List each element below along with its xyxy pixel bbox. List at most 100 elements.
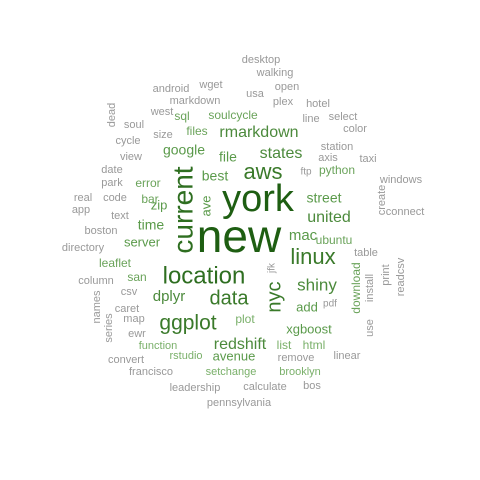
word-windows: windows: [379, 174, 423, 186]
word-shiny: shiny: [297, 275, 337, 294]
word-walking: walking: [256, 67, 294, 79]
word-data: data: [210, 287, 250, 309]
word-leadership: leadership: [170, 382, 221, 394]
word-states: states: [260, 145, 303, 162]
word-select: select: [329, 111, 358, 123]
word-soulcycle: soulcycle: [208, 108, 258, 122]
word-united: united: [307, 209, 351, 226]
word-list: list: [277, 338, 292, 352]
word-app: app: [72, 204, 90, 216]
word-remove: remove: [278, 352, 315, 364]
word-server: server: [124, 234, 161, 249]
word-park: park: [101, 177, 123, 189]
word-names: names: [91, 290, 103, 324]
word-desktop: desktop: [242, 54, 281, 66]
word-view: view: [120, 151, 142, 163]
word-android: android: [153, 83, 190, 95]
word-column: column: [78, 275, 113, 287]
word-boston: boston: [84, 225, 117, 237]
word-bos: bos: [303, 380, 321, 392]
word-san: san: [127, 270, 146, 284]
word-code: code: [103, 192, 127, 204]
word-plex: plex: [273, 96, 294, 108]
word-time: time: [138, 217, 165, 233]
word-zip: zip: [151, 197, 168, 212]
word-directory: directory: [62, 242, 105, 254]
word-python: python: [319, 163, 355, 177]
word-west: west: [150, 106, 174, 118]
word-ave: ave: [198, 196, 213, 217]
word-setchange: setchange: [206, 366, 257, 378]
word-wget: wget: [198, 79, 222, 91]
word-station: station: [321, 141, 353, 153]
word-nyc: nyc: [263, 281, 285, 312]
word-readcsv: readcsv: [395, 257, 407, 296]
word-csv: csv: [121, 286, 138, 298]
word-download: download: [349, 262, 363, 313]
word-bar: bar: [141, 192, 158, 206]
word-avenue: avenue: [213, 348, 256, 363]
word-line: line: [302, 113, 319, 125]
word-hotel: hotel: [306, 98, 330, 110]
word-sql: sql: [174, 109, 189, 123]
word-install: install: [364, 274, 376, 302]
word-plot: plot: [235, 312, 255, 326]
word-file: file: [219, 149, 237, 165]
word-open: open: [275, 81, 299, 93]
word-cycle: cycle: [115, 135, 140, 147]
word-brooklyn: brooklyn: [279, 366, 321, 378]
word-francisco: francisco: [129, 366, 173, 378]
word-map: map: [123, 313, 144, 325]
word-mac: mac: [289, 227, 318, 244]
word-color: color: [343, 123, 367, 135]
word-add: add: [296, 299, 318, 314]
word-ggplot: ggplot: [159, 312, 216, 335]
word-street: street: [306, 190, 341, 206]
word-create: create: [376, 185, 388, 216]
word-ubuntu: ubuntu: [316, 233, 353, 247]
word-size: size: [153, 129, 173, 141]
word-current: current: [167, 166, 198, 253]
word-use: use: [364, 319, 376, 337]
word-best: best: [202, 168, 229, 184]
word-series: series: [103, 313, 115, 343]
word-convert: convert: [108, 354, 144, 366]
word-aws: aws: [243, 159, 282, 184]
word-leaflet: leaflet: [99, 256, 132, 270]
word-pennsylvania: pennsylvania: [207, 397, 272, 409]
word-rstudio: rstudio: [169, 350, 202, 362]
word-linux: linux: [290, 244, 335, 269]
word-redshift: redshift: [214, 336, 267, 353]
word-dplyr: dplyr: [153, 288, 186, 305]
word-usa: usa: [246, 88, 265, 100]
word-york: york: [222, 178, 295, 220]
word-error: error: [135, 176, 160, 190]
word-linear: linear: [334, 350, 361, 362]
word-location: location: [163, 262, 246, 289]
word-date: date: [101, 164, 122, 176]
word-xgboost: xgboost: [286, 321, 332, 336]
word-ewr: ewr: [128, 328, 146, 340]
word-real: real: [74, 192, 92, 204]
word-axis: axis: [318, 152, 338, 164]
word-jfk: jfk: [267, 262, 278, 274]
word-ftp: ftp: [300, 167, 312, 178]
word-markdown: markdown: [170, 95, 221, 107]
word-new: new: [197, 210, 282, 262]
word-function: function: [139, 340, 178, 352]
word-files: files: [186, 124, 207, 138]
word-text: text: [111, 210, 129, 222]
word-soul: soul: [124, 119, 144, 131]
word-pdf: pdf: [323, 299, 337, 310]
word-taxi: taxi: [359, 153, 376, 165]
word-caret: caret: [115, 303, 139, 315]
word-print: print: [380, 264, 392, 285]
word-connect: connect: [386, 206, 425, 218]
word-html: html: [303, 338, 326, 352]
word-dead: dead: [106, 103, 118, 127]
word-rmarkdown: rmarkdown: [219, 124, 298, 141]
word-table: table: [354, 247, 378, 259]
word-google: google: [163, 142, 205, 158]
